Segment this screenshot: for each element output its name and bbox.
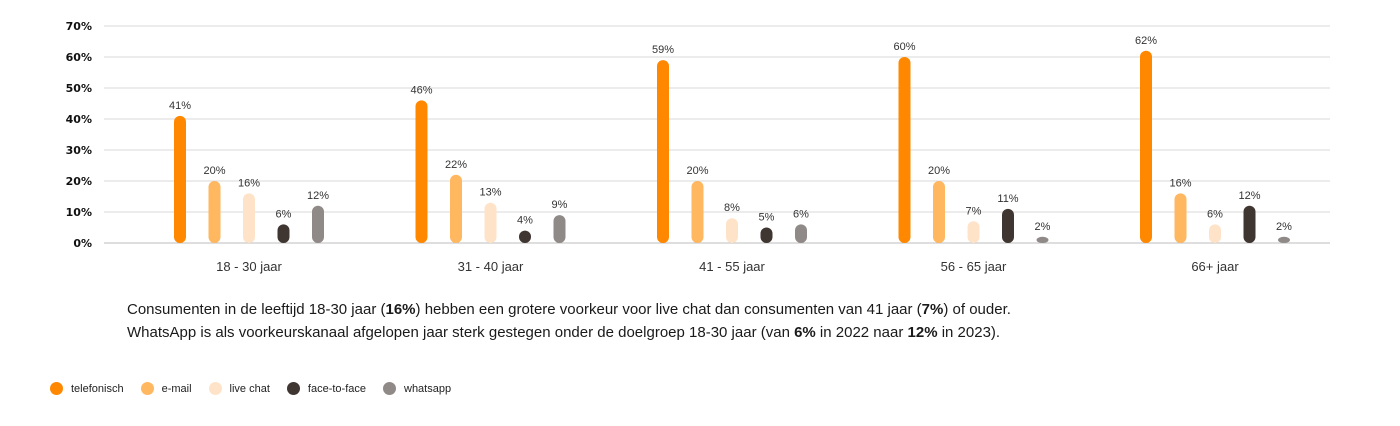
legend-swatch	[286, 382, 300, 395]
legend-item-whatsapp: whatsapp	[383, 382, 451, 395]
legend-item-face-to-face: face-to-face	[286, 382, 366, 395]
legend-label: face-to-face	[307, 382, 366, 395]
bar	[1002, 208, 1014, 243]
x-tick-label: 18 - 30 jaar	[216, 259, 282, 274]
bar	[1140, 50, 1152, 243]
bar	[898, 57, 911, 243]
bar	[519, 230, 531, 243]
bar	[484, 202, 497, 243]
bar	[208, 181, 221, 243]
legend-label: live chat	[229, 382, 270, 395]
y-tick-label: 10%	[66, 206, 92, 219]
bar	[967, 221, 980, 243]
caption-highlight: 16%	[385, 301, 416, 318]
bar	[174, 115, 186, 243]
data-label: 8%	[724, 202, 740, 214]
data-label: 7%	[966, 205, 982, 217]
chart-caption: Consumenten in de leeftijd 18-30 jaar (1…	[127, 298, 1277, 344]
caption-highlight: 12%	[907, 324, 938, 341]
bar	[760, 227, 773, 243]
data-label: 4%	[517, 215, 533, 227]
bar	[1209, 224, 1221, 243]
data-label: 12%	[307, 190, 329, 202]
bar	[657, 60, 669, 243]
data-label: 6%	[793, 208, 809, 220]
caption-text: in 2023).	[937, 324, 1001, 341]
bar	[1036, 236, 1049, 243]
bar	[1174, 193, 1187, 243]
y-tick-label: 20%	[66, 175, 92, 188]
data-label: 22%	[445, 159, 467, 171]
legend-item-e-mail: e-mail	[140, 382, 192, 395]
legend-label: telefonisch	[71, 382, 124, 395]
data-label: 12%	[1238, 190, 1260, 202]
data-label: 62%	[1135, 35, 1157, 47]
data-label: 13%	[479, 187, 501, 199]
caption-line-1: Consumenten in de leeftijd 18-30 jaar (1…	[127, 298, 1277, 321]
data-label: 20%	[686, 165, 708, 177]
bar	[795, 224, 807, 243]
bar	[1243, 205, 1256, 243]
bar-chart: 0% 10% 20% 30% 40% 50% 60% 70% 41% 20% 16% 6% 12% 18 …	[66, 20, 1330, 274]
bar	[553, 215, 566, 243]
data-label: 16%	[1169, 177, 1191, 189]
data-label: 6%	[1207, 208, 1223, 220]
y-tick-label: 30%	[66, 144, 92, 157]
caption-text: WhatsApp is als voorkeurskanaal afgelope…	[127, 324, 795, 341]
data-label: 5%	[759, 212, 775, 224]
legend: telefonisch e-mail live chat face-to-fac…	[50, 382, 468, 395]
y-tick-label: 70%	[66, 20, 92, 33]
data-label: 16%	[238, 177, 260, 189]
bar	[691, 181, 704, 243]
data-label: 41%	[169, 100, 191, 112]
caption-text: ) hebben een grotere voorkeur voor live …	[415, 301, 922, 318]
data-label: 60%	[893, 41, 915, 53]
caption-text: ) of ouder.	[943, 301, 1011, 318]
x-tick-label: 31 - 40 jaar	[458, 259, 524, 274]
legend-swatch	[383, 382, 396, 395]
caption-highlight: 6%	[794, 324, 816, 341]
legend-item-telefonisch: telefonisch	[50, 382, 124, 395]
data-label: 9%	[552, 199, 568, 211]
caption-line-2: WhatsApp is als voorkeurskanaal afgelope…	[127, 321, 1277, 344]
bar	[277, 224, 290, 243]
data-label: 6%	[276, 208, 292, 220]
y-tick-label: 60%	[66, 51, 92, 64]
legend-swatch	[50, 382, 63, 395]
x-tick-label: 41 - 55 jaar	[699, 259, 765, 274]
x-tick-label: 56 - 65 jaar	[941, 259, 1007, 274]
caption-text: in 2022 naar	[815, 324, 908, 341]
legend-item-live-chat: live chat	[208, 382, 270, 395]
legend-swatch	[208, 382, 222, 395]
data-label: 11%	[997, 193, 1018, 205]
legend-label: whatsapp	[404, 382, 452, 395]
caption-highlight: 7%	[921, 301, 944, 318]
y-tick-label: 50%	[66, 82, 92, 95]
bar	[243, 193, 255, 243]
data-label: 20%	[928, 165, 950, 177]
y-tick-label: 0%	[73, 237, 92, 250]
data-label: 2%	[1276, 221, 1292, 233]
legend-label: e-mail	[161, 382, 192, 395]
data-label: 2%	[1035, 221, 1051, 233]
data-label: 46%	[410, 84, 432, 96]
data-label: 20%	[203, 165, 225, 177]
bar	[312, 205, 324, 243]
bar	[450, 174, 462, 243]
bar	[1278, 236, 1290, 243]
x-tick-label: 66+ jaar	[1191, 259, 1239, 274]
bar	[415, 100, 428, 244]
bar	[726, 218, 738, 243]
legend-swatch	[140, 382, 154, 395]
caption-text: Consumenten in de leeftijd 18-30 jaar (	[127, 301, 386, 318]
y-tick-label: 40%	[66, 113, 92, 126]
data-label: 59%	[652, 44, 674, 56]
bar	[933, 181, 945, 243]
